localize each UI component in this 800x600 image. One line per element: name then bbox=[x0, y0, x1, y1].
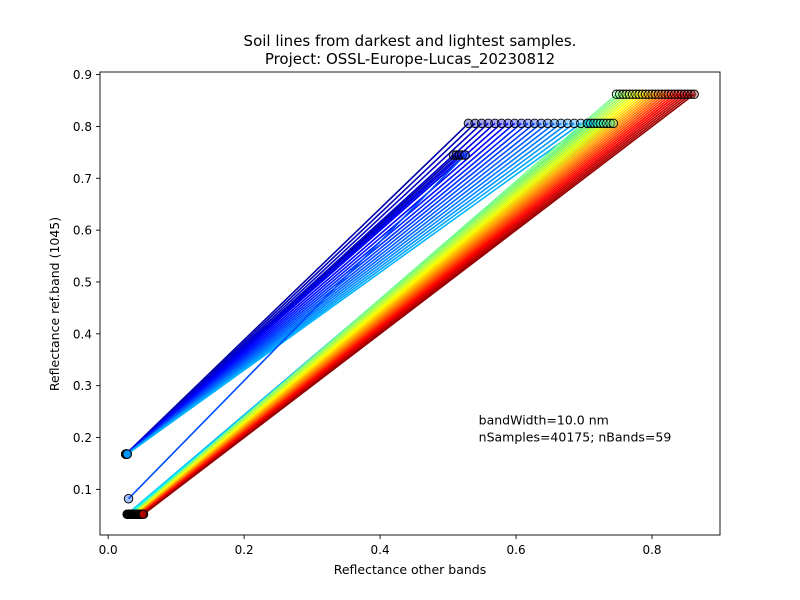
sample-marker bbox=[679, 89, 690, 100]
sample-marker bbox=[650, 89, 661, 100]
y-tick-label: 0.5 bbox=[73, 275, 92, 289]
sample-marker bbox=[516, 118, 527, 129]
sample-marker bbox=[122, 449, 132, 459]
sample-marker bbox=[627, 89, 638, 100]
sample-marker bbox=[470, 118, 480, 129]
sample-marker bbox=[653, 89, 664, 100]
sample-marker bbox=[611, 89, 622, 100]
sample-marker bbox=[460, 150, 470, 160]
sample-marker bbox=[608, 118, 619, 129]
sample-marker bbox=[673, 89, 683, 100]
sample-marker bbox=[509, 118, 520, 129]
sample-marker bbox=[490, 118, 500, 129]
sample-marker bbox=[637, 89, 648, 100]
sample-marker bbox=[657, 89, 667, 100]
sample-marker bbox=[457, 150, 467, 160]
soil-line bbox=[143, 93, 695, 515]
sample-marker bbox=[670, 89, 680, 100]
y-axis-label: Reflectance ref.band (1045) bbox=[47, 217, 62, 391]
sample-marker bbox=[582, 118, 593, 129]
y-tick-label: 0.3 bbox=[73, 379, 92, 393]
y-tick-label: 0.8 bbox=[73, 120, 92, 134]
chart-subtitle: Project: OSSL-Europe-Lucas_20230812 bbox=[265, 50, 555, 69]
sample-marker bbox=[585, 118, 596, 129]
sample-marker bbox=[663, 89, 674, 100]
sample-marker bbox=[476, 118, 487, 129]
x-tick-label: 0.6 bbox=[507, 543, 526, 557]
x-tick-label: 0.8 bbox=[642, 543, 661, 557]
sample-marker bbox=[576, 118, 586, 129]
sample-marker bbox=[496, 118, 507, 129]
sample-marker bbox=[615, 89, 625, 100]
x-axis-label: Reflectance other bands bbox=[334, 562, 487, 577]
sample-marker bbox=[569, 118, 579, 129]
x-tick-label: 0.2 bbox=[235, 543, 254, 557]
sample-marker bbox=[660, 89, 670, 100]
sample-marker bbox=[647, 89, 657, 100]
sample-marker bbox=[598, 118, 609, 129]
axes-layer: 0.0 0.2 0.4 0.6 0.8 0.1 0.2 0.3 0.4 0.5 0.6 0.7 0.8 0… bbox=[73, 68, 721, 557]
sample-marker bbox=[562, 118, 573, 129]
sample-marker bbox=[543, 118, 553, 129]
soil-line bbox=[127, 154, 466, 500]
chart-title: Soil lines from darkest and lightest sam… bbox=[244, 32, 577, 50]
sample-marker bbox=[602, 118, 612, 129]
sample-marker bbox=[618, 89, 628, 100]
sample-marker bbox=[123, 493, 134, 504]
y-tick-label: 0.4 bbox=[73, 327, 92, 341]
annotation-samples: nSamples=40175; nBands=59 bbox=[479, 430, 672, 445]
sample-marker bbox=[640, 89, 651, 100]
sample-marker bbox=[589, 118, 599, 129]
soil-line bbox=[126, 122, 588, 455]
sample-marker bbox=[644, 89, 654, 100]
sample-marker bbox=[483, 118, 494, 129]
sample-marker bbox=[631, 89, 641, 100]
sample-marker bbox=[686, 89, 696, 100]
y-tick-label: 0.7 bbox=[73, 172, 92, 186]
sample-marker bbox=[666, 89, 677, 100]
y-tick-label: 0.2 bbox=[73, 431, 92, 445]
sample-marker bbox=[689, 89, 699, 100]
sample-marker bbox=[138, 509, 149, 520]
axes-frame bbox=[99, 71, 721, 536]
sample-marker bbox=[621, 89, 631, 100]
sample-marker bbox=[549, 118, 560, 129]
sample-marker bbox=[463, 118, 474, 129]
sample-marker bbox=[556, 118, 566, 129]
y-tick-label: 0.6 bbox=[73, 224, 92, 238]
sample-marker bbox=[605, 118, 615, 129]
sample-marker bbox=[682, 89, 693, 100]
sample-marker bbox=[523, 118, 533, 129]
sample-marker bbox=[624, 89, 635, 100]
sample-marker bbox=[634, 89, 644, 100]
sample-marker bbox=[676, 89, 686, 100]
y-tick-label: 0.1 bbox=[73, 483, 92, 497]
sample-marker bbox=[592, 118, 602, 129]
annotation-bandwidth: bandWidth=10.0 nm bbox=[479, 413, 609, 428]
sample-marker bbox=[503, 118, 513, 129]
series-layer bbox=[121, 89, 699, 520]
sample-marker bbox=[536, 118, 546, 129]
sample-marker bbox=[595, 118, 606, 129]
y-tick-label: 0.9 bbox=[73, 68, 92, 82]
x-tick-label: 0.4 bbox=[371, 543, 390, 557]
x-tick-label: 0.0 bbox=[99, 543, 118, 557]
soil-line bbox=[125, 122, 470, 455]
sample-marker bbox=[529, 118, 540, 129]
